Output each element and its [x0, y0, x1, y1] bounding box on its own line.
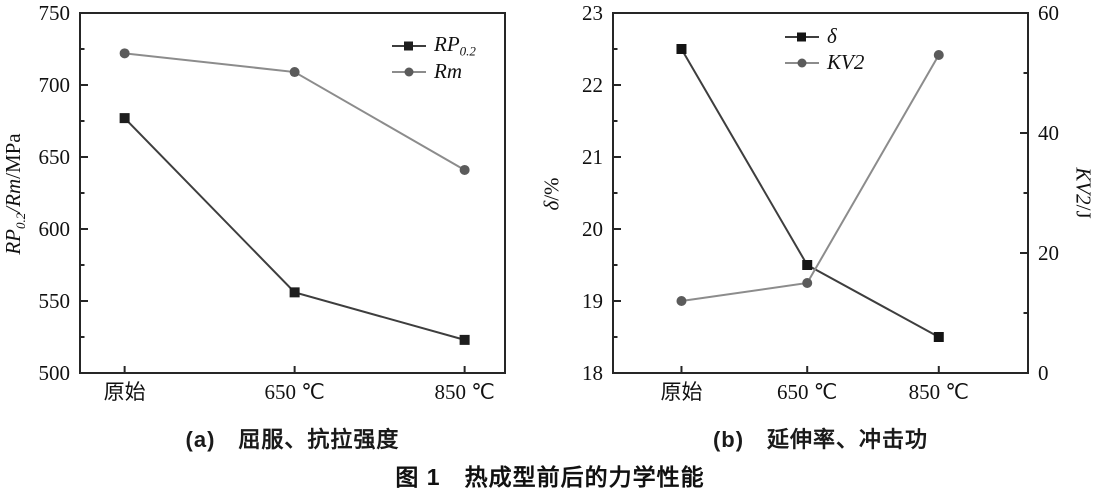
label-part: /Rm: [1, 178, 26, 213]
label-part: 0.2: [459, 43, 476, 59]
circle-marker: [289, 67, 300, 78]
tick-label: 原始: [660, 380, 702, 404]
chart-a-caption: (a) 屈服、抗拉强度: [185, 427, 400, 452]
series-Rm: [119, 48, 470, 175]
tick-label: 22: [582, 73, 603, 97]
legend-label: RP0.2: [434, 31, 476, 59]
chart-b-caption: (b) 延伸率、冲击功: [712, 427, 929, 452]
y-axis-right: 0 20 40 60: [1020, 1, 1059, 385]
tick-label: 750: [39, 1, 71, 25]
legend-key: [392, 67, 426, 76]
tick-label: 650 ℃: [777, 380, 837, 404]
series-line: [123, 117, 465, 341]
y-axis-left: 500 550 600 650 700 750: [39, 1, 88, 385]
label-part: δ: [539, 200, 564, 211]
label-part: /%: [539, 177, 564, 201]
label-part: KV2: [827, 50, 865, 74]
tick-label: 20: [582, 217, 603, 241]
tick-label: 21: [582, 145, 603, 169]
legend-item-δ: δ: [784, 25, 864, 48]
tick-label: 60: [1038, 1, 1059, 25]
legend-label: δ: [827, 26, 837, 47]
legend-item-KV2: KV2: [784, 51, 864, 74]
series-KV2: [676, 50, 944, 306]
label-part: RP: [1, 228, 26, 255]
tick-label: 40: [1038, 121, 1059, 145]
legend-key: [785, 32, 819, 41]
square-marker: [676, 44, 687, 54]
tick-label: 19: [582, 289, 603, 313]
tick-label: 23: [582, 1, 603, 25]
tick-label: 550: [39, 289, 71, 313]
chart-a-canvas: 500 550 600 650 700 750 原始 650 ℃ 850 ℃: [39, 1, 506, 404]
series-RP0.2: [119, 113, 470, 345]
legend-label: Rm: [434, 61, 462, 82]
chart-b-left-axis-label: δ/%: [540, 177, 565, 210]
chart-a-legend: RP0.2 Rm: [391, 31, 476, 83]
series-δ: [676, 44, 944, 342]
tick-label: 600: [39, 217, 71, 241]
label-part: /MPa: [1, 133, 26, 179]
tick-label: 原始: [104, 380, 146, 404]
legend-label: KV2: [827, 52, 864, 73]
tick-label: 20: [1038, 241, 1059, 265]
label-part: Rm: [434, 59, 462, 83]
chart-b-right-axis-label: KV2/J: [1071, 167, 1096, 218]
tick-label: 0: [1038, 361, 1049, 385]
series-line: [680, 48, 940, 338]
x-axis: 原始 650 ℃ 850 ℃: [660, 366, 969, 404]
legend-item-Rm: Rm: [391, 60, 476, 83]
legend-key: [392, 41, 426, 50]
label-part: RP: [434, 31, 460, 56]
chart-b-canvas: 18 19 20 21 22 23 0 20 40 60 原始 650 ℃ 850 ℃: [582, 1, 1059, 404]
circle-marker: [802, 278, 813, 288]
tick-label: 700: [39, 73, 71, 97]
label-part: 0.2: [12, 212, 28, 229]
square-marker: [802, 260, 813, 270]
tick-label: 850 ℃: [434, 380, 494, 404]
label-part: /J: [1071, 204, 1096, 219]
figure-caption: 图 1 热成型前后的力学性能: [395, 464, 705, 490]
y-axis-left: 18 19 20 21 22 23: [582, 1, 621, 385]
tick-label: 650: [39, 145, 71, 169]
square-marker: [119, 113, 130, 124]
x-axis: 原始 650 ℃ 850 ℃: [104, 366, 495, 404]
legend-item-RP0.2: RP0.2: [391, 31, 476, 59]
square-marker: [933, 332, 944, 342]
label-part: KV2: [1071, 167, 1096, 205]
circle-marker: [459, 164, 470, 175]
circle-marker: [933, 50, 944, 60]
chart-b-legend: δ KV2: [784, 25, 864, 74]
square-marker: [289, 287, 300, 298]
label-part: δ: [827, 24, 837, 48]
tick-label: 650 ℃: [264, 380, 324, 404]
tick-label: 850 ℃: [909, 380, 969, 404]
tick-label: 500: [39, 361, 71, 385]
chart-a-y-axis-label: RP0.2/Rm/MPa: [1, 133, 29, 254]
circle-marker: [676, 296, 687, 306]
tick-label: 18: [582, 361, 603, 385]
circle-marker: [119, 48, 130, 59]
square-marker: [459, 334, 470, 345]
legend-key: [785, 58, 819, 67]
